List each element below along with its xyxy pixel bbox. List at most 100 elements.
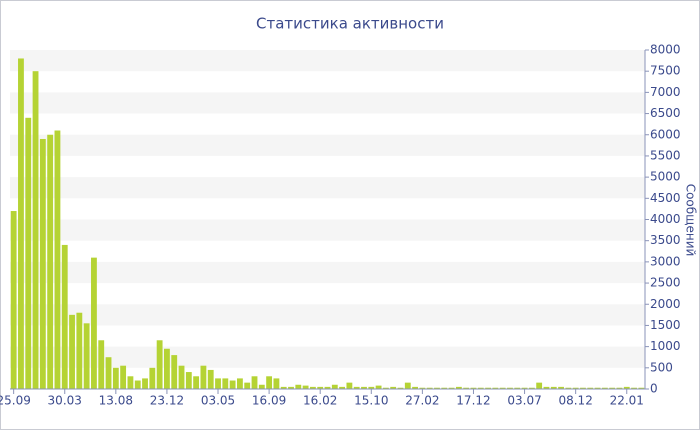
y-tick-label: 2500 (650, 276, 681, 290)
grid-band (10, 346, 645, 368)
bar (631, 387, 637, 389)
y-tick-label: 6500 (650, 106, 681, 120)
bar (47, 134, 54, 389)
bar (521, 387, 528, 389)
bar (587, 387, 594, 389)
bar (295, 384, 302, 389)
bar (25, 117, 32, 390)
chart-title: Статистика активности (256, 15, 444, 33)
bar (83, 323, 90, 389)
bar (543, 386, 550, 389)
bar (565, 387, 572, 389)
bar (463, 387, 470, 389)
bar (134, 380, 141, 389)
bar (54, 130, 61, 389)
bar (98, 340, 105, 389)
bar (266, 376, 273, 389)
bar (105, 357, 112, 389)
bar (309, 386, 316, 389)
bar (127, 376, 134, 389)
y-tick-label: 7000 (650, 85, 681, 99)
x-tick-label: 25.09 (0, 394, 31, 408)
bar (353, 386, 360, 389)
bar (448, 387, 455, 389)
bar (331, 384, 338, 389)
y-tick-label: 2000 (650, 297, 681, 311)
bar (244, 382, 251, 389)
bar (441, 387, 448, 389)
bar (361, 386, 367, 389)
grid-band (10, 261, 645, 284)
bar (324, 386, 331, 389)
grid-band (10, 177, 645, 199)
bar (346, 382, 353, 389)
grid-band (10, 219, 645, 241)
x-tick-label: 27.02 (405, 394, 439, 408)
grid-band (10, 304, 645, 326)
bar (251, 376, 258, 389)
bar (236, 378, 243, 389)
bar (477, 387, 484, 389)
bar (455, 386, 462, 389)
bar (470, 387, 477, 389)
y-tick-label: 1500 (650, 318, 681, 332)
bar (601, 387, 608, 389)
bar (207, 369, 214, 389)
grid-band (10, 50, 645, 72)
bar (485, 387, 491, 389)
bar (580, 387, 586, 389)
bar (10, 211, 17, 389)
bar (514, 387, 521, 389)
bar (178, 365, 185, 389)
bar (258, 384, 265, 389)
bar (120, 365, 127, 389)
y-tick-label: 4000 (650, 212, 681, 226)
y-tick-label: 1000 (650, 339, 681, 353)
bar (492, 387, 499, 389)
grid-band (10, 134, 645, 156)
x-tick-label: 03.05 (201, 394, 235, 408)
bar (390, 386, 397, 389)
y-tick-label: 3000 (650, 254, 681, 268)
x-tick-label: 15.10 (354, 394, 388, 408)
bar (39, 138, 46, 389)
bar (142, 378, 148, 389)
bar (280, 386, 287, 389)
bar (550, 386, 557, 389)
x-tick-label: 16.09 (252, 394, 286, 408)
bar (18, 58, 24, 389)
bar (536, 382, 543, 389)
y-tick-label: 0 (650, 382, 658, 396)
y-tick-label: 5500 (650, 148, 681, 162)
bar (375, 385, 382, 389)
bar (616, 387, 623, 389)
bar (185, 372, 192, 389)
bar (222, 378, 229, 389)
bar (171, 355, 178, 389)
bar (609, 387, 616, 389)
bar (149, 367, 156, 389)
bar (164, 348, 170, 389)
bar (412, 386, 419, 389)
bar (69, 314, 75, 389)
bar (426, 387, 433, 389)
bar (317, 386, 324, 389)
y-tick-label: 5000 (650, 170, 681, 184)
bar (419, 387, 426, 389)
bar (215, 378, 221, 389)
bar (273, 378, 280, 389)
bar (302, 385, 309, 389)
y-tick-label: 3500 (650, 233, 681, 247)
x-tick-label: 30.03 (48, 394, 82, 408)
bar (112, 367, 119, 389)
bar (528, 387, 535, 389)
bar (288, 386, 294, 389)
y-tick-label: 500 (650, 360, 673, 374)
bar (594, 387, 601, 389)
grid-band (10, 92, 645, 114)
bar (382, 387, 389, 389)
x-tick-label: 03.07 (507, 394, 541, 408)
bar (200, 365, 207, 389)
